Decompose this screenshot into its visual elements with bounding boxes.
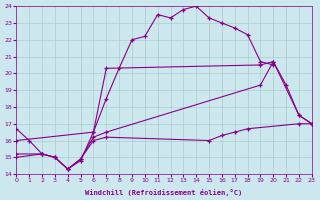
X-axis label: Windchill (Refroidissement éolien,°C): Windchill (Refroidissement éolien,°C) — [85, 189, 243, 196]
